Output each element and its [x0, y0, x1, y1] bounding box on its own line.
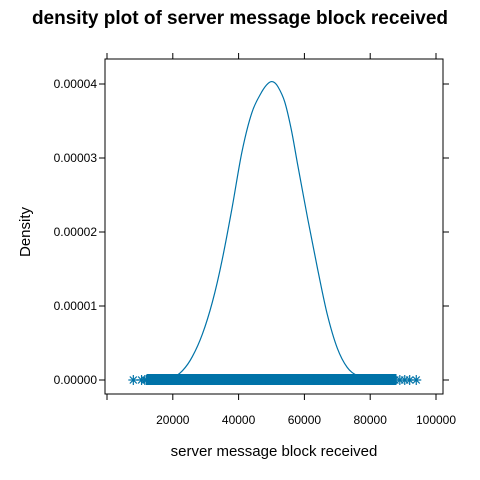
density-curve	[136, 80, 414, 381]
x-axis: 20000 40000 60000 80000 100000	[106, 53, 456, 427]
plot-frame	[104, 58, 444, 395]
x-axis-label: server message block received	[171, 443, 378, 460]
y-tick-label-0: 0.00000	[54, 373, 98, 387]
y-tick-label-3: 0.00003	[54, 151, 98, 165]
rug-marks	[128, 374, 422, 385]
x-tick-label-4: 100000	[416, 413, 456, 427]
y-axis: 0.00000 0.00001 0.00002 0.00003 0.00004	[54, 77, 449, 387]
x-tick-label-3: 80000	[354, 413, 388, 427]
y-axis-label: Density	[17, 206, 34, 257]
y-tick-label-1: 0.00001	[54, 299, 98, 313]
chart-title: density plot of server message block rec…	[32, 8, 448, 29]
y-tick-label-2: 0.00002	[54, 225, 98, 239]
x-tick-label-1: 40000	[222, 413, 256, 427]
x-tick-label-2: 60000	[288, 413, 322, 427]
y-tick-label-4: 0.00004	[54, 77, 98, 91]
x-tick-label-0: 20000	[156, 413, 190, 427]
